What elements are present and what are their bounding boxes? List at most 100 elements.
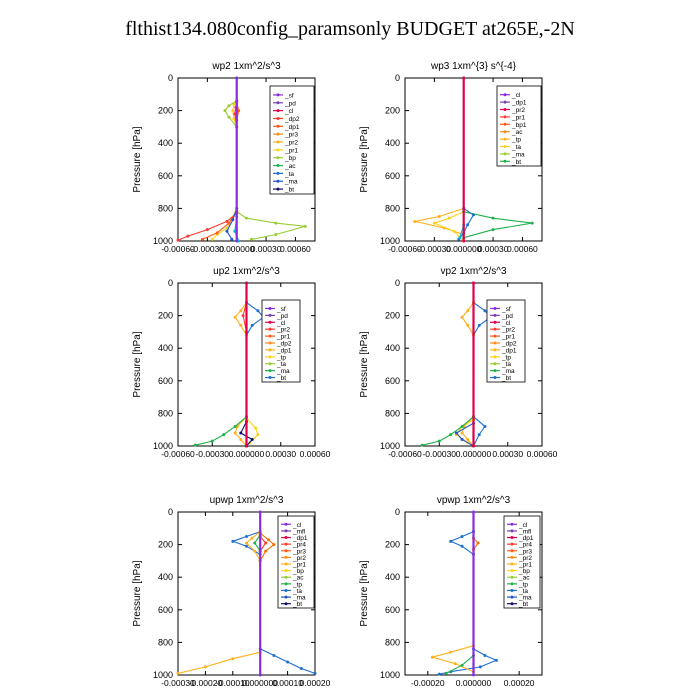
legend-marker	[510, 555, 514, 559]
legend-marker	[268, 334, 272, 338]
legend-marker	[268, 341, 272, 345]
legend-entry: _ta	[276, 361, 286, 368]
x-tick-label: 0.000000	[456, 678, 492, 688]
legend-marker	[510, 529, 514, 533]
legend-entry: _tp	[511, 137, 521, 144]
data-point	[432, 221, 436, 225]
data-point	[250, 323, 254, 327]
legend: _cl_dp1_pr2_pr1_bp1_ac_tp_ta_ma_bt	[496, 85, 542, 167]
legend-entry: _sf	[284, 92, 294, 99]
data-point	[245, 541, 248, 545]
legend-entry: _bt	[276, 375, 286, 382]
legend-marker	[493, 348, 497, 352]
legend-marker	[493, 376, 497, 380]
data-point	[239, 309, 243, 313]
data-point	[210, 237, 214, 241]
y-tick-label: 800	[385, 203, 400, 213]
panel-title: vp2 1xm^2/s^3	[440, 266, 507, 277]
legend-marker	[510, 575, 514, 579]
y-axis-label: Pressure [hPa]	[132, 331, 143, 397]
legend-entry: _dp1	[511, 100, 527, 107]
x-tick-label: 0.000000	[219, 244, 255, 254]
legend-marker	[268, 348, 272, 352]
data-point	[472, 510, 475, 514]
data-point	[478, 665, 482, 669]
legend-entry: _ma	[501, 368, 515, 375]
y-tick-label: 400	[158, 138, 173, 148]
legend-marker	[268, 362, 272, 366]
legend-marker	[493, 341, 497, 345]
legend-entry: _dp1	[276, 347, 292, 354]
legend-entry: _bp1	[511, 122, 527, 129]
y-tick-label: 200	[385, 311, 400, 321]
legend-marker	[503, 108, 507, 111]
data-point	[483, 309, 487, 313]
x-tick-label: 0.00020	[300, 678, 331, 688]
legend-marker	[284, 529, 288, 533]
legend-entry: _cl	[511, 92, 521, 99]
legend-marker	[510, 536, 514, 540]
data-point	[437, 672, 441, 676]
legend-entry: _dp2	[284, 116, 300, 123]
data-point	[235, 76, 239, 80]
legend-marker	[276, 109, 280, 113]
legend-entry: _tp	[276, 354, 286, 361]
legend-entry: _ta	[501, 361, 511, 368]
y-tick-label: 1000	[380, 236, 400, 246]
y-tick-label: 0	[395, 73, 400, 83]
x-tick-label: 0.00030	[492, 449, 523, 459]
legend-entry: _pr2	[518, 555, 532, 562]
x-tick-label: 0.00060	[527, 449, 558, 459]
data-point	[215, 231, 219, 235]
data-point	[299, 666, 303, 670]
legend-entry: _mfl	[518, 528, 532, 535]
x-tick-label: -0.00060	[161, 449, 195, 459]
data-point	[233, 315, 237, 319]
legend-entry: _bt	[511, 159, 521, 166]
x-tick-label: -0.00030	[191, 244, 225, 254]
legend-entry: _dp1	[284, 124, 300, 131]
legend-marker	[493, 327, 497, 331]
y-tick-label: 200	[158, 106, 173, 116]
legend-marker	[284, 555, 288, 559]
series-line	[246, 417, 259, 444]
legend-marker	[510, 522, 514, 526]
data-point	[250, 437, 254, 441]
data-point	[430, 655, 434, 659]
x-tick-label: -0.00030	[418, 244, 452, 254]
y-tick-label: 200	[385, 540, 400, 550]
data-point	[254, 426, 258, 430]
legend-entry: _cl	[276, 320, 286, 327]
y-tick-label: 800	[385, 408, 400, 418]
legend-entry: _pd	[276, 313, 288, 320]
data-point	[460, 315, 464, 319]
x-tick-label: -0.00060	[388, 449, 422, 459]
data-point	[231, 539, 235, 543]
data-point	[239, 431, 243, 435]
legend-marker	[268, 369, 272, 373]
data-point	[460, 424, 464, 428]
y-axis-label: Pressure [hPa]	[359, 331, 370, 397]
x-tick-label: 0.000000	[242, 678, 278, 688]
data-point	[203, 665, 207, 669]
x-tick-label: 0.000000	[446, 244, 482, 254]
legend-marker	[510, 582, 514, 586]
data-point	[466, 323, 470, 327]
data-point	[193, 443, 197, 447]
y-tick-label: 400	[385, 572, 400, 582]
data-point	[466, 309, 470, 313]
data-point	[225, 229, 229, 233]
legend-marker	[284, 575, 288, 579]
y-tick-label: 200	[158, 540, 173, 550]
legend-marker	[284, 595, 288, 599]
x-tick-label: 0.000000	[456, 449, 492, 459]
legend-marker	[503, 93, 507, 97]
legend-marker	[510, 569, 514, 573]
legend-entry: _bt	[518, 601, 528, 608]
legend-entry: _cl	[518, 522, 528, 529]
legend-entry: _ma	[518, 595, 532, 602]
legend-entry: _cl	[292, 522, 302, 529]
y-tick-label: 400	[385, 138, 400, 148]
data-point	[449, 433, 453, 437]
figure-title: flthist134.080config_paramsonly BUDGET a…	[125, 18, 575, 40]
